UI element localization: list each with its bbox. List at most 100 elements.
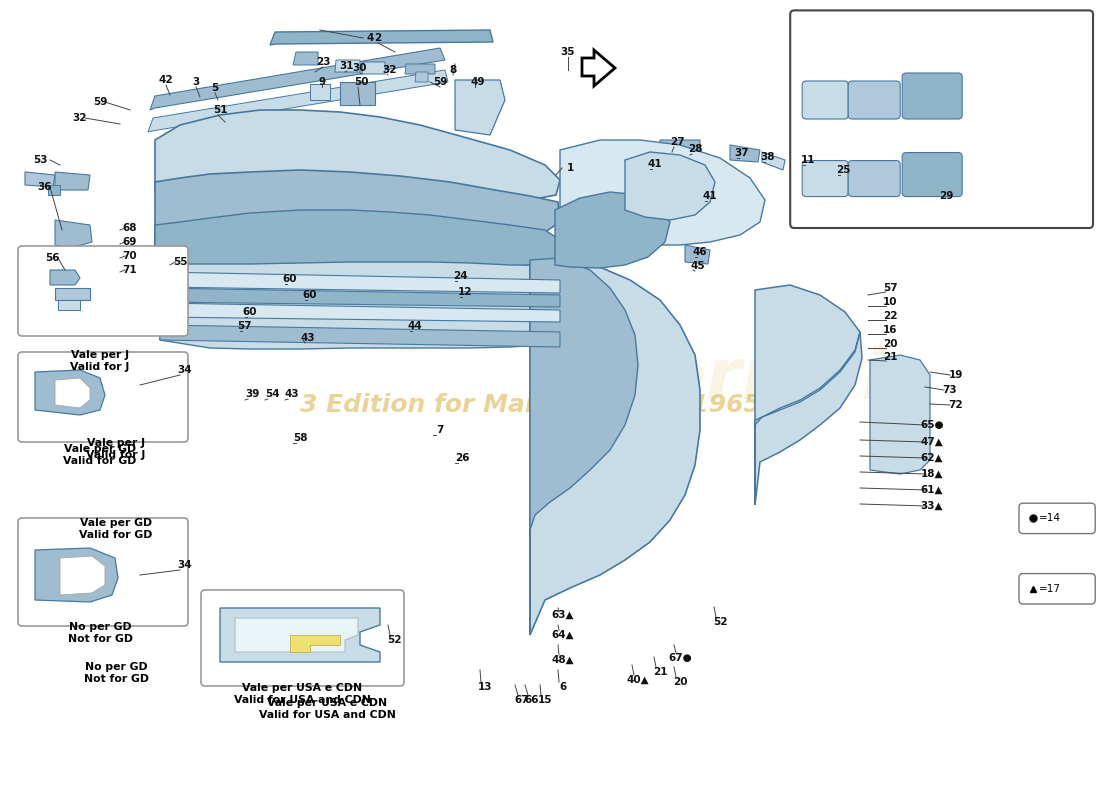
Text: 13: 13 — [477, 682, 493, 692]
Text: Vale per J
Valid for J: Vale per J Valid for J — [87, 438, 145, 459]
FancyBboxPatch shape — [201, 590, 404, 686]
Polygon shape — [336, 60, 360, 72]
Text: 43: 43 — [285, 389, 299, 399]
Polygon shape — [48, 185, 60, 195]
Text: 25: 25 — [836, 165, 850, 175]
Text: 32: 32 — [383, 65, 397, 75]
Text: 71: 71 — [123, 265, 138, 275]
Text: 20: 20 — [673, 677, 688, 687]
Text: 52: 52 — [713, 617, 727, 627]
Polygon shape — [160, 272, 560, 293]
Polygon shape — [160, 261, 560, 349]
Text: 59: 59 — [92, 97, 107, 107]
Polygon shape — [530, 258, 638, 635]
Text: Vale per GD
Valid for GD: Vale per GD Valid for GD — [64, 444, 136, 466]
Text: 16: 16 — [882, 325, 898, 335]
Polygon shape — [25, 172, 55, 187]
Text: 21: 21 — [882, 352, 898, 362]
Text: 46: 46 — [693, 247, 707, 257]
Polygon shape — [415, 72, 428, 82]
Text: 60: 60 — [283, 274, 297, 284]
Polygon shape — [310, 84, 330, 100]
Text: 3: 3 — [192, 77, 199, 87]
Polygon shape — [755, 285, 862, 505]
Text: Vale per GD
Valid for GD: Vale per GD Valid for GD — [79, 518, 153, 540]
Text: 49: 49 — [471, 77, 485, 87]
Polygon shape — [155, 170, 560, 265]
Polygon shape — [35, 370, 104, 415]
Text: 20: 20 — [882, 339, 898, 349]
Polygon shape — [160, 325, 560, 347]
Polygon shape — [35, 548, 118, 602]
Polygon shape — [405, 64, 435, 74]
Text: 50: 50 — [354, 77, 368, 87]
Text: 53: 53 — [33, 155, 47, 165]
FancyBboxPatch shape — [802, 81, 848, 119]
Text: 68: 68 — [123, 223, 138, 233]
Text: 34: 34 — [178, 560, 192, 570]
Text: 55: 55 — [173, 257, 187, 267]
Polygon shape — [270, 30, 493, 45]
Text: 41: 41 — [703, 191, 717, 201]
Text: 24: 24 — [453, 271, 468, 281]
Polygon shape — [340, 82, 375, 105]
Polygon shape — [730, 145, 760, 162]
Polygon shape — [870, 355, 930, 474]
Polygon shape — [55, 378, 90, 408]
Text: 5: 5 — [211, 83, 219, 93]
Polygon shape — [55, 220, 92, 248]
Text: 41: 41 — [648, 159, 662, 169]
Text: 57: 57 — [238, 321, 252, 331]
Text: 73: 73 — [943, 385, 957, 395]
Text: 48▲: 48▲ — [552, 655, 574, 665]
FancyBboxPatch shape — [1019, 574, 1096, 604]
Text: 72: 72 — [948, 400, 964, 410]
Text: 21: 21 — [652, 667, 668, 677]
Text: 37: 37 — [735, 148, 749, 158]
Text: 43: 43 — [300, 333, 316, 343]
Text: 62▲: 62▲ — [921, 453, 944, 463]
Text: 23: 23 — [316, 57, 330, 67]
FancyBboxPatch shape — [848, 161, 900, 197]
Text: 7: 7 — [437, 425, 443, 435]
Text: 32: 32 — [73, 113, 87, 123]
Text: 10: 10 — [882, 297, 898, 307]
Polygon shape — [685, 245, 710, 264]
Text: 8: 8 — [450, 65, 456, 75]
Text: 31: 31 — [340, 61, 354, 71]
Text: 52: 52 — [387, 635, 402, 645]
Polygon shape — [160, 303, 560, 322]
Text: 67: 67 — [515, 695, 529, 705]
FancyBboxPatch shape — [18, 246, 188, 336]
Text: 12: 12 — [458, 287, 472, 297]
Polygon shape — [290, 635, 340, 652]
Text: 3 Edition for Manuals since 1965: 3 Edition for Manuals since 1965 — [299, 393, 760, 417]
Text: 69: 69 — [123, 237, 138, 247]
Polygon shape — [530, 258, 700, 635]
Text: 36: 36 — [37, 182, 53, 192]
Text: 65●: 65● — [921, 420, 944, 430]
Text: 47▲: 47▲ — [921, 437, 944, 447]
Text: 33▲: 33▲ — [921, 501, 944, 511]
Text: 30: 30 — [353, 63, 367, 73]
Text: 63▲: 63▲ — [552, 610, 574, 620]
Text: 56: 56 — [45, 253, 59, 263]
Polygon shape — [455, 80, 505, 135]
Polygon shape — [55, 288, 90, 300]
Text: 42: 42 — [158, 75, 174, 85]
Text: =14: =14 — [1040, 514, 1062, 523]
Polygon shape — [60, 556, 104, 595]
Polygon shape — [755, 332, 860, 505]
Text: 19: 19 — [949, 370, 964, 380]
Text: No per GD
Not for GD: No per GD Not for GD — [67, 622, 132, 643]
Polygon shape — [155, 110, 560, 200]
Text: 57: 57 — [882, 283, 898, 293]
Text: 40▲: 40▲ — [627, 675, 649, 685]
Text: 70: 70 — [123, 251, 138, 261]
Polygon shape — [762, 152, 785, 170]
Text: 34: 34 — [178, 365, 192, 375]
Text: Vale per J
Valid for J: Vale per J Valid for J — [70, 350, 130, 371]
Text: 58: 58 — [293, 433, 307, 443]
Polygon shape — [556, 192, 670, 268]
Polygon shape — [293, 52, 318, 65]
